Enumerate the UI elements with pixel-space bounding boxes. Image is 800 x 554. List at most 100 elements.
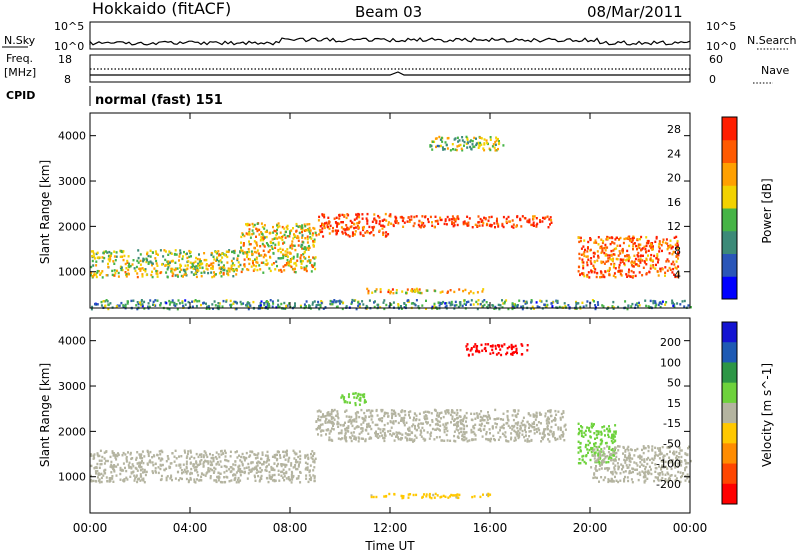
echo-cell xyxy=(212,255,215,258)
echo-cell xyxy=(412,419,415,422)
echo-cell xyxy=(499,426,502,429)
echo-cell xyxy=(645,236,648,239)
echo-cell xyxy=(613,264,616,267)
echo-cell xyxy=(400,418,403,421)
echo-cell xyxy=(272,251,275,255)
echo-cell xyxy=(508,345,511,349)
echo-cell xyxy=(256,261,259,264)
echo-cell xyxy=(329,429,332,433)
echo-cell xyxy=(624,454,627,457)
echo-cell xyxy=(285,230,287,234)
echo-cell xyxy=(313,240,316,243)
echo-cell xyxy=(615,257,618,261)
echo-cell xyxy=(614,238,617,241)
echo-cell xyxy=(200,263,203,266)
echo-cell xyxy=(108,477,111,480)
freq-label-line2: [MHz] xyxy=(4,66,36,79)
echo-cell xyxy=(507,440,510,443)
echo-cell xyxy=(104,304,107,307)
echo-cell xyxy=(169,301,172,304)
echo-cell xyxy=(600,275,603,279)
echo-cell xyxy=(335,221,338,225)
echo-cell xyxy=(356,425,359,428)
echo-cell xyxy=(656,253,659,256)
echo-cell xyxy=(91,305,94,309)
echo-cell xyxy=(463,414,466,418)
echo-cell xyxy=(345,415,348,418)
echo-cell xyxy=(287,477,290,481)
echo-cell xyxy=(415,215,418,218)
echo-cell xyxy=(578,458,581,461)
echo-cell xyxy=(182,255,184,258)
echo-cell xyxy=(313,257,316,260)
echo-cell xyxy=(329,302,332,306)
echo-cell xyxy=(529,414,532,417)
echo-cell xyxy=(193,456,196,460)
echo-cell xyxy=(548,409,551,412)
echo-cell xyxy=(294,461,297,464)
echo-cell xyxy=(147,454,150,458)
echo-cell xyxy=(661,241,664,244)
echo-cell xyxy=(600,476,603,479)
echo-cell xyxy=(535,225,538,228)
echo-cell xyxy=(159,459,162,462)
echo-cell xyxy=(359,399,362,402)
echo-cell xyxy=(259,304,262,307)
x-tick-label: 12:00 xyxy=(373,521,408,535)
echo-cell xyxy=(306,241,309,244)
echo-cell xyxy=(686,453,689,456)
echo-cell xyxy=(662,466,665,469)
echo-cell xyxy=(666,242,669,245)
echo-cell xyxy=(480,143,483,146)
echo-cell xyxy=(608,479,611,482)
echo-cell xyxy=(312,469,315,472)
echo-cell xyxy=(578,265,581,269)
echo-cell xyxy=(595,465,597,468)
echo-cell xyxy=(590,262,593,265)
echo-cell xyxy=(124,262,127,266)
echo-cell xyxy=(650,246,653,250)
echo-cell xyxy=(625,464,628,467)
nsky-tick-low: 10^0 xyxy=(54,40,84,53)
echo-cell xyxy=(480,137,483,140)
echo-cell xyxy=(199,258,201,261)
echo-cell xyxy=(540,300,543,303)
echo-cell xyxy=(363,417,366,420)
echo-cell xyxy=(420,422,423,425)
echo-cell xyxy=(601,304,604,307)
echo-cell xyxy=(122,479,125,482)
echo-cell xyxy=(182,471,185,474)
echo-cell xyxy=(430,412,433,415)
echo-cell xyxy=(284,463,287,467)
echo-cell xyxy=(592,449,595,453)
echo-cell xyxy=(607,435,610,439)
echo-cell xyxy=(189,472,192,476)
echo-cell xyxy=(462,435,465,439)
echo-cell xyxy=(642,445,645,448)
echo-cell xyxy=(435,137,438,140)
echo-cell xyxy=(299,257,302,260)
echo-cell xyxy=(511,307,514,311)
echo-cell xyxy=(643,260,646,263)
echo-cell xyxy=(90,271,93,275)
echo-cell xyxy=(631,239,634,242)
echo-cell xyxy=(324,421,327,424)
echo-cell xyxy=(266,301,269,304)
echo-cell xyxy=(548,440,551,443)
echo-cell xyxy=(179,249,182,252)
echo-cell xyxy=(177,470,180,474)
echo-cell xyxy=(351,301,353,304)
echo-cell xyxy=(624,254,626,258)
echo-cell xyxy=(281,463,284,466)
echo-cell xyxy=(147,452,150,456)
colorbar-frame xyxy=(721,116,738,300)
echo-cell xyxy=(541,432,544,435)
echo-cell xyxy=(532,413,535,416)
echo-cell xyxy=(294,302,296,305)
echo-cell xyxy=(377,418,380,421)
echo-cell xyxy=(449,302,452,305)
echo-cell xyxy=(359,393,362,396)
echo-cell xyxy=(407,216,410,219)
echo-cell xyxy=(588,429,590,432)
echo-cell xyxy=(225,250,228,253)
